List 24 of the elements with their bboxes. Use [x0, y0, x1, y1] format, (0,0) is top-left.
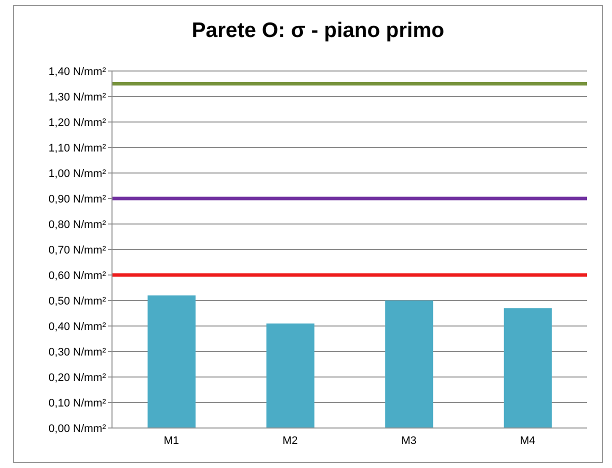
bar	[385, 300, 434, 428]
y-tick-label: 0,60 N/mm²	[48, 270, 106, 282]
y-tick-label: 1,30 N/mm²	[48, 91, 106, 104]
y-tick-label: 0,10 N/mm²	[48, 397, 106, 410]
y-tick-label: 0,50 N/mm²	[48, 295, 106, 308]
y-tick-label: 0,00 N/mm²	[48, 422, 106, 435]
x-tick-label: M3	[401, 434, 417, 447]
y-tick-label: 0,80 N/mm²	[48, 218, 106, 231]
bar	[148, 295, 196, 428]
bar	[266, 323, 314, 428]
y-tick-label: 0,40 N/mm²	[48, 320, 106, 333]
chart-title: Parete O: σ - piano primo	[190, 18, 446, 44]
y-tick-label: 0,20 N/mm²	[48, 372, 106, 384]
x-tick-label: M4	[520, 434, 536, 447]
y-tick-label: 1,40 N/mm²	[48, 66, 106, 78]
y-tick-label: 0,90 N/mm²	[48, 193, 106, 206]
y-tick-label: 1,00 N/mm²	[48, 168, 106, 180]
y-tick-label: 0,30 N/mm²	[48, 346, 106, 358]
y-tick-label: 1,20 N/mm²	[48, 116, 106, 129]
y-tick-label: 1,10 N/mm²	[48, 142, 106, 154]
bar	[504, 308, 552, 428]
y-tick-label: 0,70 N/mm²	[48, 244, 106, 256]
x-tick-label: M2	[282, 434, 298, 447]
x-tick-label: M1	[164, 434, 180, 447]
